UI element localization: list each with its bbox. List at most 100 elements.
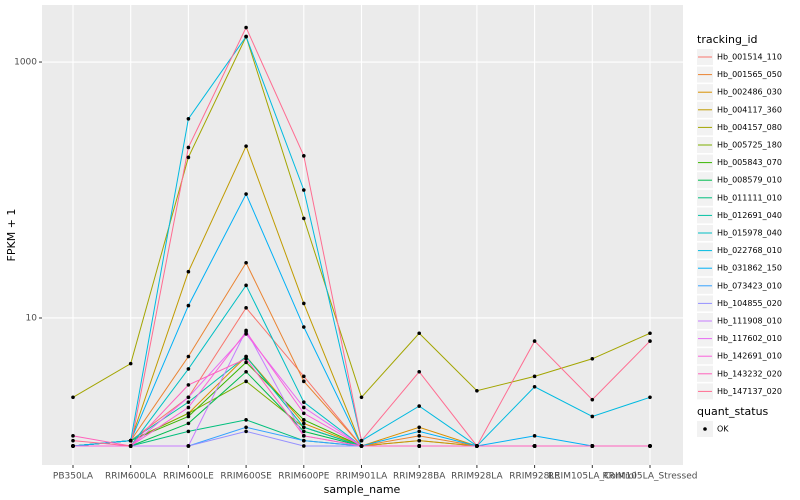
data-point <box>417 444 422 448</box>
legend-label: Hb_004117_360 <box>717 105 782 114</box>
legend-label: Hb_002486_030 <box>717 88 782 97</box>
legend-label: Hb_005843_070 <box>717 158 782 167</box>
point-legend-swatch <box>703 427 707 431</box>
data-point <box>590 356 595 361</box>
x-tick-label: RRIM600PE <box>278 472 330 482</box>
data-point <box>302 444 306 448</box>
data-point <box>71 395 75 400</box>
data-point <box>244 429 248 434</box>
data-point <box>302 438 306 443</box>
data-point <box>417 331 422 336</box>
data-point <box>302 411 306 416</box>
data-point <box>302 216 306 221</box>
data-point <box>186 414 191 419</box>
data-point <box>532 444 537 448</box>
legend-label: Hb_005725_180 <box>717 141 782 150</box>
data-point <box>186 303 191 308</box>
data-point <box>128 444 133 448</box>
x-tick-label: RRIM901LA <box>336 472 388 482</box>
data-point <box>71 438 75 443</box>
legend-label: Hb_147137_020 <box>717 387 782 396</box>
x-tick-label: PB350LA <box>53 472 94 482</box>
legend-label: Hb_022768_010 <box>717 246 782 255</box>
data-point <box>244 369 248 374</box>
data-point <box>417 369 422 374</box>
data-point <box>128 438 133 443</box>
data-point <box>417 438 422 443</box>
x-tick-label: RRIM600SE <box>220 472 272 482</box>
data-point <box>302 425 306 430</box>
data-point <box>244 379 248 384</box>
y-tick-label: 1000 <box>14 58 37 68</box>
point-legend-label: OK <box>717 425 729 434</box>
data-point <box>244 144 248 148</box>
legend-label: Hb_104855_020 <box>717 299 782 308</box>
data-point <box>359 444 364 448</box>
data-point <box>186 383 191 387</box>
legend-label: Hb_008579_010 <box>717 176 782 185</box>
data-point <box>302 325 306 329</box>
x-tick-label: RRIM928LE <box>509 472 560 482</box>
data-point <box>302 429 306 434</box>
y-axis-title: FPKM + 1 <box>5 209 18 262</box>
data-point <box>71 434 75 438</box>
data-point <box>302 400 306 404</box>
data-point <box>590 444 595 448</box>
data-point <box>244 418 248 422</box>
legend-label: Hb_031862_150 <box>717 264 782 273</box>
data-point <box>186 145 191 150</box>
data-point <box>302 418 306 422</box>
data-point <box>244 329 248 334</box>
data-point <box>359 395 364 400</box>
data-point <box>648 339 652 343</box>
legend-label: Hb_011111_010 <box>717 193 782 202</box>
data-point <box>71 444 75 448</box>
data-point <box>475 388 479 393</box>
data-point <box>302 421 306 426</box>
data-point <box>302 188 306 192</box>
data-point <box>417 434 422 438</box>
data-point <box>244 25 248 30</box>
legend-label: Hb_073423_010 <box>717 281 782 290</box>
data-point <box>186 117 191 121</box>
data-point <box>648 331 652 336</box>
data-point <box>302 374 306 379</box>
legend-label: Hb_015978_040 <box>717 229 782 238</box>
legend-label: Hb_111908_010 <box>717 317 782 326</box>
data-point <box>417 404 422 408</box>
legend-label: Hb_001514_110 <box>717 53 782 62</box>
data-point <box>244 283 248 288</box>
data-point <box>186 400 191 404</box>
x-tick-label: RRIM600LA <box>105 472 157 482</box>
x-tick-label: RRIM928LA <box>451 472 503 482</box>
data-point <box>532 339 537 343</box>
data-point <box>186 405 191 410</box>
data-point <box>244 356 248 361</box>
data-point <box>186 395 191 400</box>
legend-label: Hb_143232_020 <box>717 369 782 378</box>
data-point <box>475 444 479 448</box>
x-tick-label: RRIM928BA <box>393 472 446 482</box>
data-point <box>186 421 191 426</box>
data-point <box>186 367 191 371</box>
data-point <box>532 384 537 389</box>
data-point <box>244 306 248 310</box>
data-point <box>244 425 248 430</box>
data-point <box>417 425 422 430</box>
data-point <box>590 414 595 419</box>
data-point <box>186 444 191 448</box>
data-point <box>417 429 422 434</box>
data-point <box>186 354 191 359</box>
data-point <box>359 438 364 443</box>
data-point <box>244 34 248 39</box>
x-tick-label: RRIM105LA_Control <box>548 472 637 482</box>
legend-label: Hb_117602_010 <box>717 334 782 343</box>
data-point <box>244 192 248 196</box>
legend-label: Hb_004157_080 <box>717 123 782 132</box>
data-point <box>186 411 191 416</box>
legend-title: tracking_id <box>697 33 758 46</box>
point-legend-title: quant_status <box>697 405 769 418</box>
data-point <box>244 260 248 265</box>
data-point <box>186 429 191 434</box>
